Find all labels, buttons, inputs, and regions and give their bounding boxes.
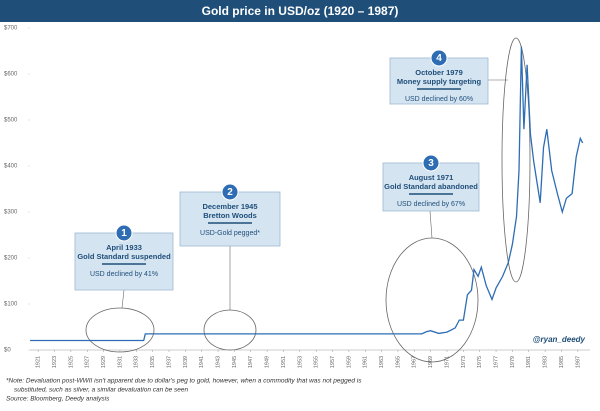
annotation-title: August 1971	[409, 173, 454, 182]
chart-title: Gold price in USD/oz (1920 – 1987)	[202, 4, 399, 18]
badge-number: 4	[436, 53, 442, 64]
x-tick-label: 1935	[150, 356, 156, 368]
magnifier	[85, 307, 155, 353]
annotation-box	[74, 232, 174, 291]
y-tick-label: $400	[4, 164, 18, 170]
x-tick-label: 1979	[510, 356, 516, 368]
x-tick-label: 1961	[363, 356, 369, 368]
y-tick-label: $700	[4, 26, 18, 32]
magnifier	[501, 37, 531, 283]
y-tick-label: $200	[4, 256, 18, 262]
annotation-title: October 1979	[415, 68, 463, 77]
x-tick-label: 1939	[183, 356, 189, 368]
x-tick-label: 1971	[444, 356, 450, 368]
magnifier	[385, 237, 479, 363]
x-tick-label: 1983	[543, 356, 549, 368]
x-tick-label: 1963	[379, 356, 385, 368]
x-tick-label: 1921	[36, 356, 42, 368]
x-tick-label: 1981	[526, 356, 532, 368]
x-tick-label: 1967	[412, 356, 418, 368]
price-line	[30, 46, 584, 342]
y-tick-label: $600	[4, 72, 18, 78]
x-tick-label: 1951	[281, 356, 287, 368]
x-tick-label: 1947	[248, 356, 254, 368]
x-tick-label: 1923	[52, 356, 58, 368]
x-tick-label: 1931	[117, 356, 123, 368]
x-tick-label: 1953	[297, 356, 303, 368]
badge-number: 2	[227, 187, 233, 198]
title-bar	[0, 0, 600, 22]
x-tick-label: 1973	[461, 356, 467, 368]
footnote: *Note: Devaluation post-WWII isn't appar…	[6, 378, 362, 385]
annotation-note: USD-Gold pegged*	[200, 230, 260, 237]
number-badge	[430, 49, 448, 67]
x-tick-label: 1955	[314, 356, 320, 368]
annotation-subtitle: Money supply targeting	[397, 77, 482, 86]
x-tick-label: 1941	[199, 356, 205, 368]
annotation-note: USD declined by 67%	[397, 201, 465, 208]
x-tick-label: 1977	[494, 356, 500, 368]
number-badge	[221, 183, 239, 201]
annotation-subtitle: Gold Standard suspended	[77, 252, 171, 261]
x-tick-label: 1925	[68, 356, 74, 368]
x-tick-label: 1933	[134, 356, 140, 368]
x-tick-label: 1957	[330, 356, 336, 368]
annotation-subtitle: Gold Standard abandoned	[384, 182, 478, 191]
x-tick-label: 1929	[101, 356, 107, 368]
watermark: @ryan_deedy	[533, 335, 586, 344]
badge-number: 1	[121, 228, 127, 239]
annotation-subtitle: Bretton Woods	[203, 211, 257, 220]
y-tick-label: $300	[4, 210, 18, 216]
x-tick-label: 1959	[346, 356, 352, 368]
y-tick-label: $0	[4, 348, 11, 354]
connector	[429, 210, 433, 239]
annotation-title: April 1933	[106, 243, 142, 252]
y-tick-label: $100	[4, 302, 18, 308]
x-tick-label: 1985	[559, 356, 565, 368]
annotation-note: USD declined by 41%	[90, 271, 158, 278]
magnifier	[203, 309, 257, 351]
x-tick-label: 1965	[395, 356, 401, 368]
x-tick-label: 1975	[477, 356, 483, 368]
badge-number: 3	[428, 158, 434, 169]
footnote: substituted, such as silver, a similar d…	[14, 387, 189, 394]
x-tick-label: 1987	[575, 356, 581, 368]
number-badge	[115, 224, 133, 242]
y-tick-label: $500	[4, 118, 18, 124]
annotation-note: USD declined by 60%	[405, 96, 473, 103]
x-tick-label: 1949	[265, 356, 271, 368]
connector	[121, 289, 125, 309]
x-tick-label: 1927	[85, 356, 91, 368]
annotation-title: December 1945	[202, 202, 257, 211]
x-tick-label: 1937	[166, 356, 172, 368]
number-badge	[422, 154, 440, 172]
x-tick-label: 1943	[216, 356, 222, 368]
x-tick-label: 1945	[232, 356, 238, 368]
source: Source: Bloomberg, Deedy analysis	[6, 396, 110, 403]
annotation-box	[179, 191, 281, 247]
